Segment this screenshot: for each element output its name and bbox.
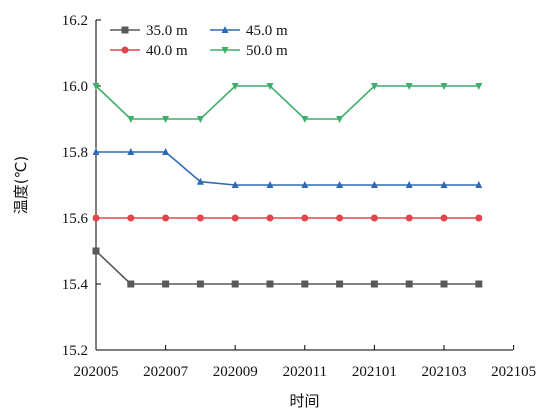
data-point (196, 280, 204, 288)
legend-label: 35.0 m (146, 23, 188, 39)
data-point (301, 214, 309, 222)
data-point (231, 83, 239, 90)
data-point (127, 280, 135, 288)
data-point (370, 214, 378, 222)
data-point (475, 280, 483, 288)
series-group (92, 83, 483, 288)
legend-label: 50.0 m (246, 43, 288, 59)
y-tick-label: 15.4 (62, 277, 89, 293)
y-tick-label: 16.2 (62, 13, 88, 29)
x-tick-label: 202007 (143, 364, 189, 380)
data-point (162, 280, 170, 288)
data-point (440, 214, 448, 222)
data-point (336, 214, 344, 222)
data-point (336, 116, 344, 123)
x-axis-title: 时间 (289, 392, 319, 410)
data-point (475, 181, 483, 188)
data-point (475, 214, 483, 222)
legend-label: 40.0 m (146, 43, 188, 59)
data-point (127, 116, 135, 123)
data-point (92, 83, 100, 90)
x-tick-label: 202009 (213, 364, 258, 380)
data-point (266, 280, 274, 288)
data-point (440, 181, 448, 188)
data-point (231, 280, 239, 288)
y-tick-label: 15.6 (62, 211, 89, 227)
x-axis-ticks: 202005 202007 202009 202011 202101 202103 2021… (74, 345, 536, 380)
data-point (370, 181, 378, 188)
legend-marker (221, 26, 229, 33)
legend: 35.0 m 45.0 m 40.0 m 50.0 m (110, 23, 288, 59)
series-35-0-m (92, 247, 483, 288)
series-45-0-m (92, 148, 483, 188)
legend-marker (121, 26, 129, 34)
data-point (266, 83, 274, 90)
data-point (162, 148, 170, 155)
x-tick-label: 202101 (352, 364, 397, 380)
series-line (96, 151, 479, 186)
data-point (301, 116, 309, 123)
data-point (405, 280, 413, 288)
x-tick-label: 202005 (74, 364, 119, 380)
data-point (231, 214, 239, 222)
data-point (370, 83, 378, 90)
data-point (475, 83, 483, 90)
data-point (266, 181, 274, 188)
data-point (370, 280, 378, 288)
data-point (196, 116, 204, 123)
data-point (440, 280, 448, 288)
data-point (127, 214, 135, 222)
legend-item: 50.0 m (210, 43, 288, 59)
legend-marker (121, 46, 129, 54)
legend-item: 35.0 m (110, 23, 188, 39)
data-point (301, 280, 309, 288)
data-point (405, 214, 413, 222)
x-tick-label: 202103 (422, 364, 467, 380)
series-50-0-m (92, 83, 483, 123)
data-point (405, 83, 413, 90)
legend-item: 45.0 m (210, 23, 288, 39)
data-point (196, 214, 204, 222)
data-point (92, 148, 100, 155)
data-point (196, 177, 204, 185)
data-point (127, 148, 135, 155)
data-point (162, 214, 170, 222)
series-line (95, 85, 479, 120)
x-tick-label: 202105 (491, 364, 536, 380)
data-point (92, 247, 100, 255)
data-point (301, 181, 309, 188)
y-tick-label: 15.8 (62, 145, 88, 161)
x-tick-label: 202011 (283, 364, 327, 380)
legend-marker (221, 47, 229, 54)
legend-label: 45.0 m (246, 23, 288, 39)
data-point (440, 83, 448, 90)
data-point (266, 214, 274, 222)
data-point (92, 214, 100, 222)
series-line (95, 250, 479, 285)
y-tick-label: 15.2 (62, 343, 88, 359)
y-axis-ticks: 15.2 15.4 15.6 15.8 16.0 16.2 (62, 13, 101, 359)
legend-item: 40.0 m (110, 43, 188, 59)
data-point (162, 116, 170, 123)
y-axis-title: 温度(℃) (12, 156, 30, 215)
y-tick-label: 16.0 (62, 79, 88, 95)
series-40-0-m (92, 214, 483, 222)
data-point (405, 181, 413, 188)
data-point (336, 280, 344, 288)
data-point (231, 181, 239, 188)
data-point (336, 181, 344, 188)
